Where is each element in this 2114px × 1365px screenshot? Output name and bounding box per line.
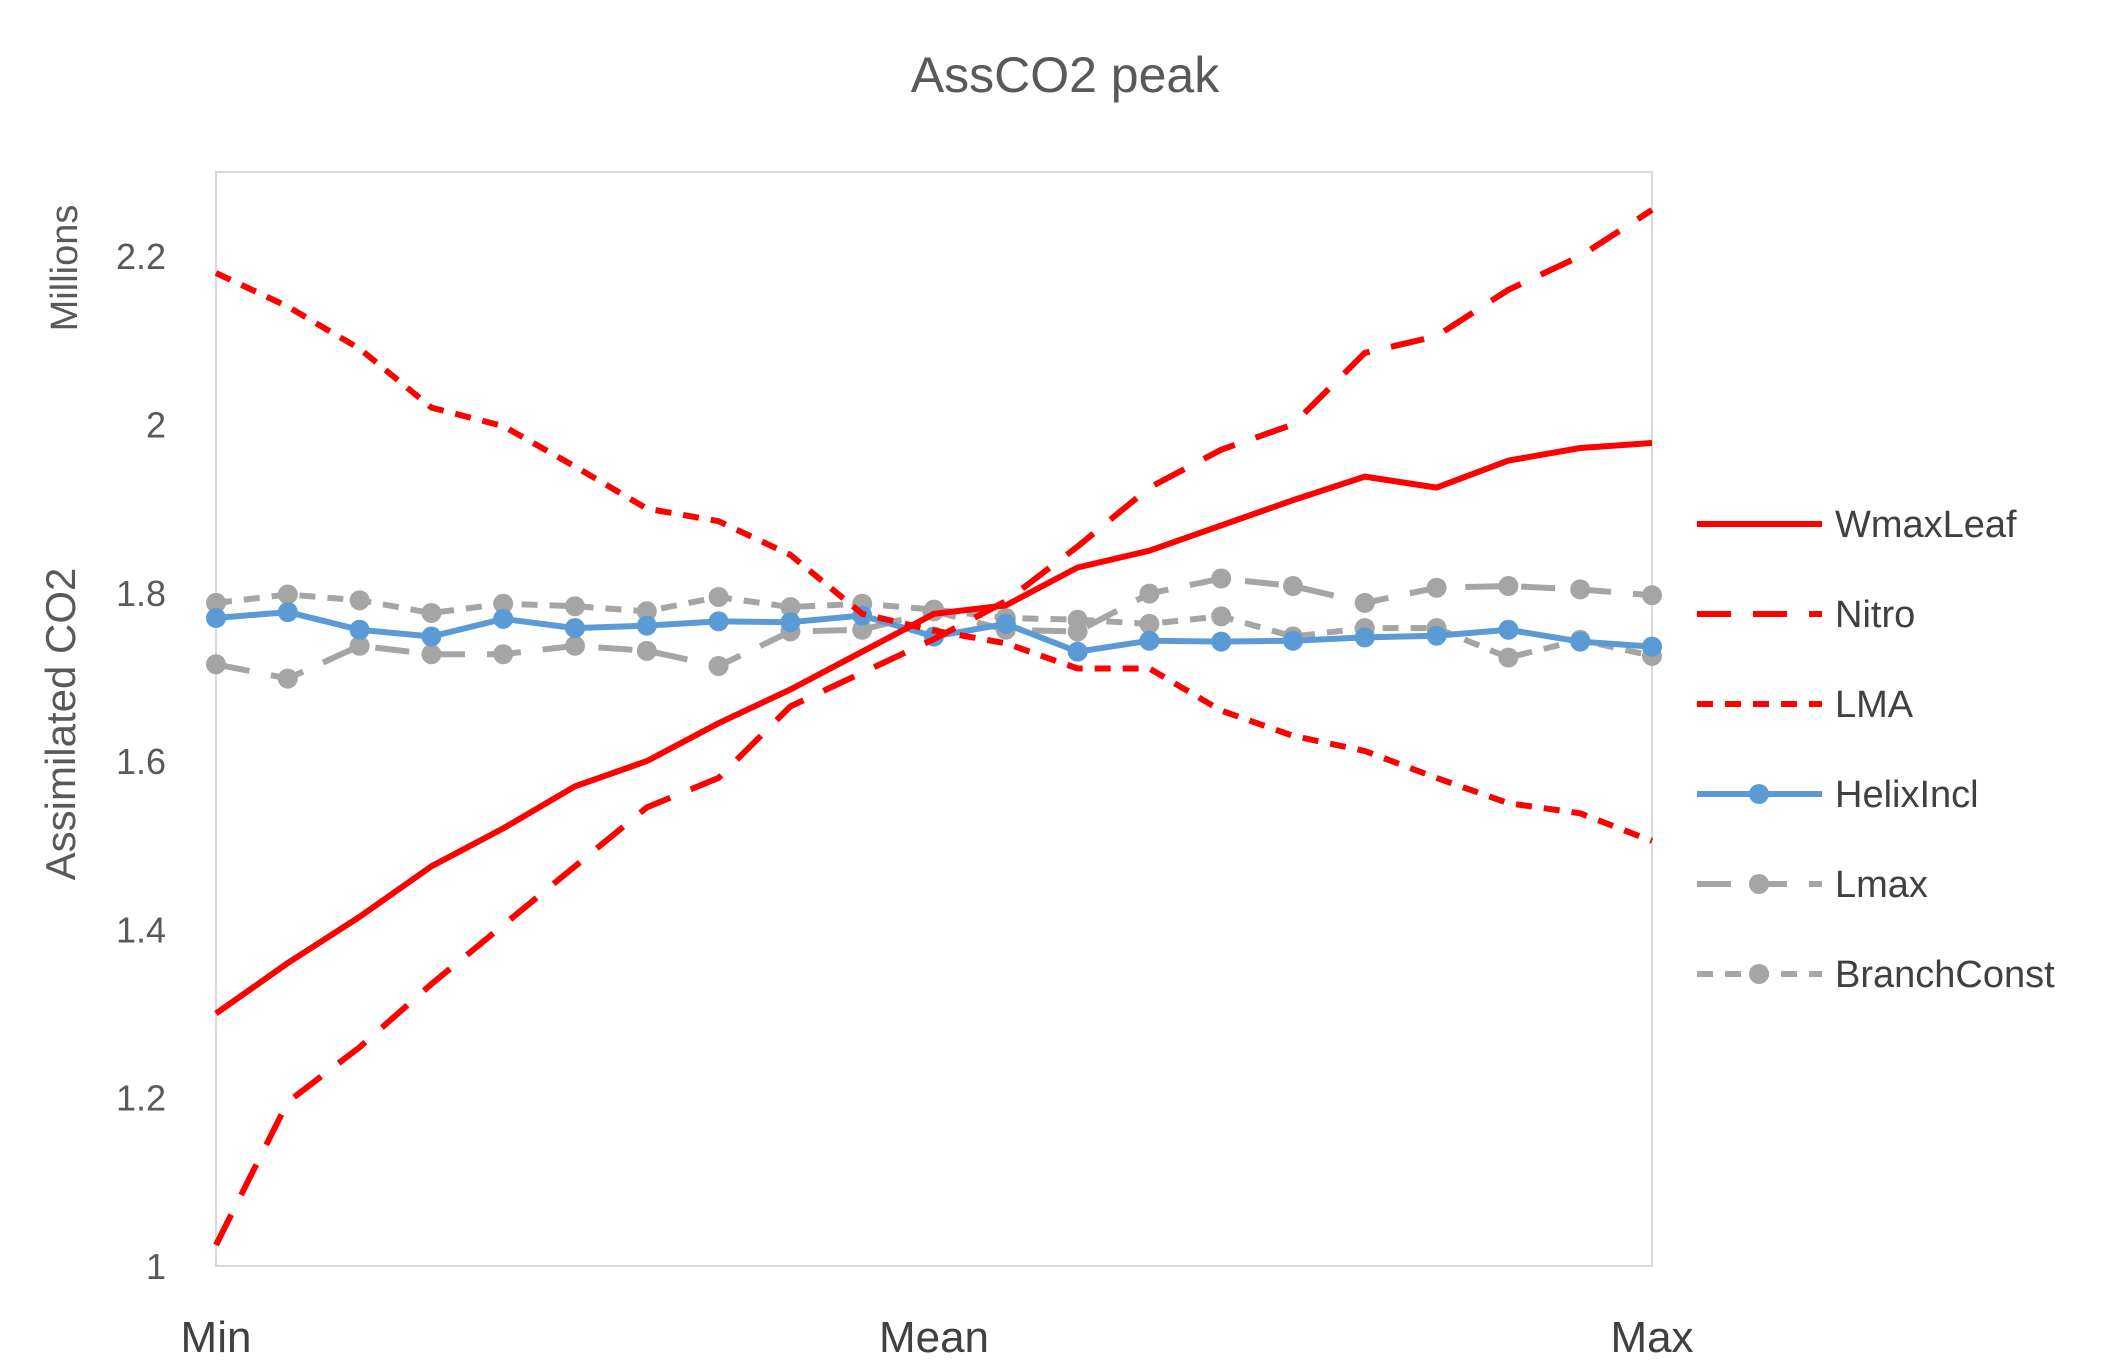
data-point — [1211, 631, 1232, 652]
y-tick-label: 1.6 — [116, 741, 166, 782]
data-point — [852, 619, 873, 640]
legend-marker — [1749, 874, 1769, 894]
data-point — [1283, 576, 1303, 597]
legend-item-branchconst: BranchConst — [1697, 954, 2055, 996]
y-tick-label: 1 — [146, 1246, 166, 1287]
data-point — [565, 635, 585, 656]
y-tick-label: 2 — [146, 404, 166, 445]
data-point — [277, 584, 298, 605]
y-axis-title: Assimilated CO2 — [37, 568, 84, 881]
legend-label: LMA — [1835, 684, 1914, 726]
series-line — [215, 591, 1653, 661]
data-point — [1498, 619, 1519, 640]
data-point — [1498, 647, 1519, 668]
data-point — [1139, 630, 1160, 651]
data-point — [349, 619, 370, 640]
data-point — [565, 596, 585, 617]
legend-item-lmax: Lmax — [1697, 864, 1928, 906]
x-tick-label: Min — [181, 1313, 252, 1362]
data-point — [780, 597, 801, 618]
x-axis: Min Mean Max — [181, 1313, 1694, 1362]
data-point — [708, 586, 729, 607]
series-layer — [206, 207, 1662, 1247]
data-point — [421, 644, 442, 665]
legend-label: HelixIncl — [1835, 774, 1979, 816]
data-point — [1283, 630, 1303, 651]
legend: WmaxLeaf Nitro LMA HelixIncl Lmax BranchConst — [1697, 504, 2055, 996]
data-point — [1426, 625, 1447, 646]
data-point — [493, 644, 514, 665]
legend-item-nitro: Nitro — [1697, 594, 1915, 636]
data-point — [1354, 627, 1375, 648]
y-units-label: Millions — [44, 205, 86, 332]
data-point — [1211, 606, 1232, 627]
data-point — [1498, 576, 1519, 597]
data-point — [349, 590, 370, 611]
x-tick-label: Max — [1610, 1313, 1693, 1362]
data-point — [708, 655, 729, 676]
legend-item-lma: LMA — [1697, 684, 1914, 726]
y-tick-label: 1.2 — [116, 1078, 166, 1119]
data-point — [493, 593, 514, 614]
data-point — [636, 615, 657, 636]
plot-area — [215, 171, 1653, 1267]
data-point — [1067, 621, 1088, 642]
data-point — [565, 618, 585, 639]
legend-marker — [1749, 784, 1769, 804]
data-point — [1642, 585, 1662, 606]
series-lma — [214, 270, 1654, 844]
y-tick-label: 1.8 — [116, 573, 166, 614]
legend-label: WmaxLeaf — [1835, 504, 2017, 546]
x-tick-label: Mean — [879, 1313, 989, 1362]
data-point — [1067, 641, 1088, 662]
y-axis: 1 1.2 1.4 1.6 1.8 2 2.2 — [116, 236, 166, 1287]
data-point — [493, 608, 514, 629]
data-point — [780, 612, 801, 633]
y-tick-label: 1.4 — [116, 909, 166, 950]
legend-item-wmaxleaf: WmaxLeaf — [1697, 504, 2017, 546]
data-point — [636, 601, 657, 622]
data-point — [1354, 592, 1375, 613]
data-point — [1139, 613, 1160, 634]
data-point — [421, 626, 442, 647]
series-line — [214, 440, 1653, 1016]
series-line — [214, 270, 1654, 844]
data-point — [277, 668, 298, 689]
data-point — [349, 635, 370, 656]
legend-item-helixincl: HelixIncl — [1697, 774, 1979, 816]
data-point — [1570, 579, 1591, 600]
legend-label: BranchConst — [1835, 954, 2055, 996]
data-point — [206, 608, 226, 629]
chart-title: AssCO2 peak — [911, 47, 1220, 103]
data-point — [1642, 636, 1662, 657]
data-point — [1211, 568, 1232, 589]
y-tick-label: 2.2 — [116, 236, 166, 277]
legend-label: Lmax — [1835, 864, 1928, 906]
data-point — [1426, 577, 1447, 598]
data-point — [277, 602, 298, 623]
data-point — [206, 592, 226, 613]
legend-label: Nitro — [1835, 594, 1915, 636]
data-point — [421, 602, 442, 623]
series-wmaxleaf — [214, 440, 1653, 1016]
data-point — [1570, 631, 1591, 652]
data-point — [206, 654, 226, 675]
data-point — [636, 640, 657, 661]
data-point — [1139, 583, 1160, 604]
series-nitro — [213, 207, 1654, 1247]
data-point — [995, 613, 1016, 634]
series-line — [213, 207, 1654, 1247]
data-point — [708, 611, 729, 632]
legend-marker — [1749, 964, 1769, 984]
